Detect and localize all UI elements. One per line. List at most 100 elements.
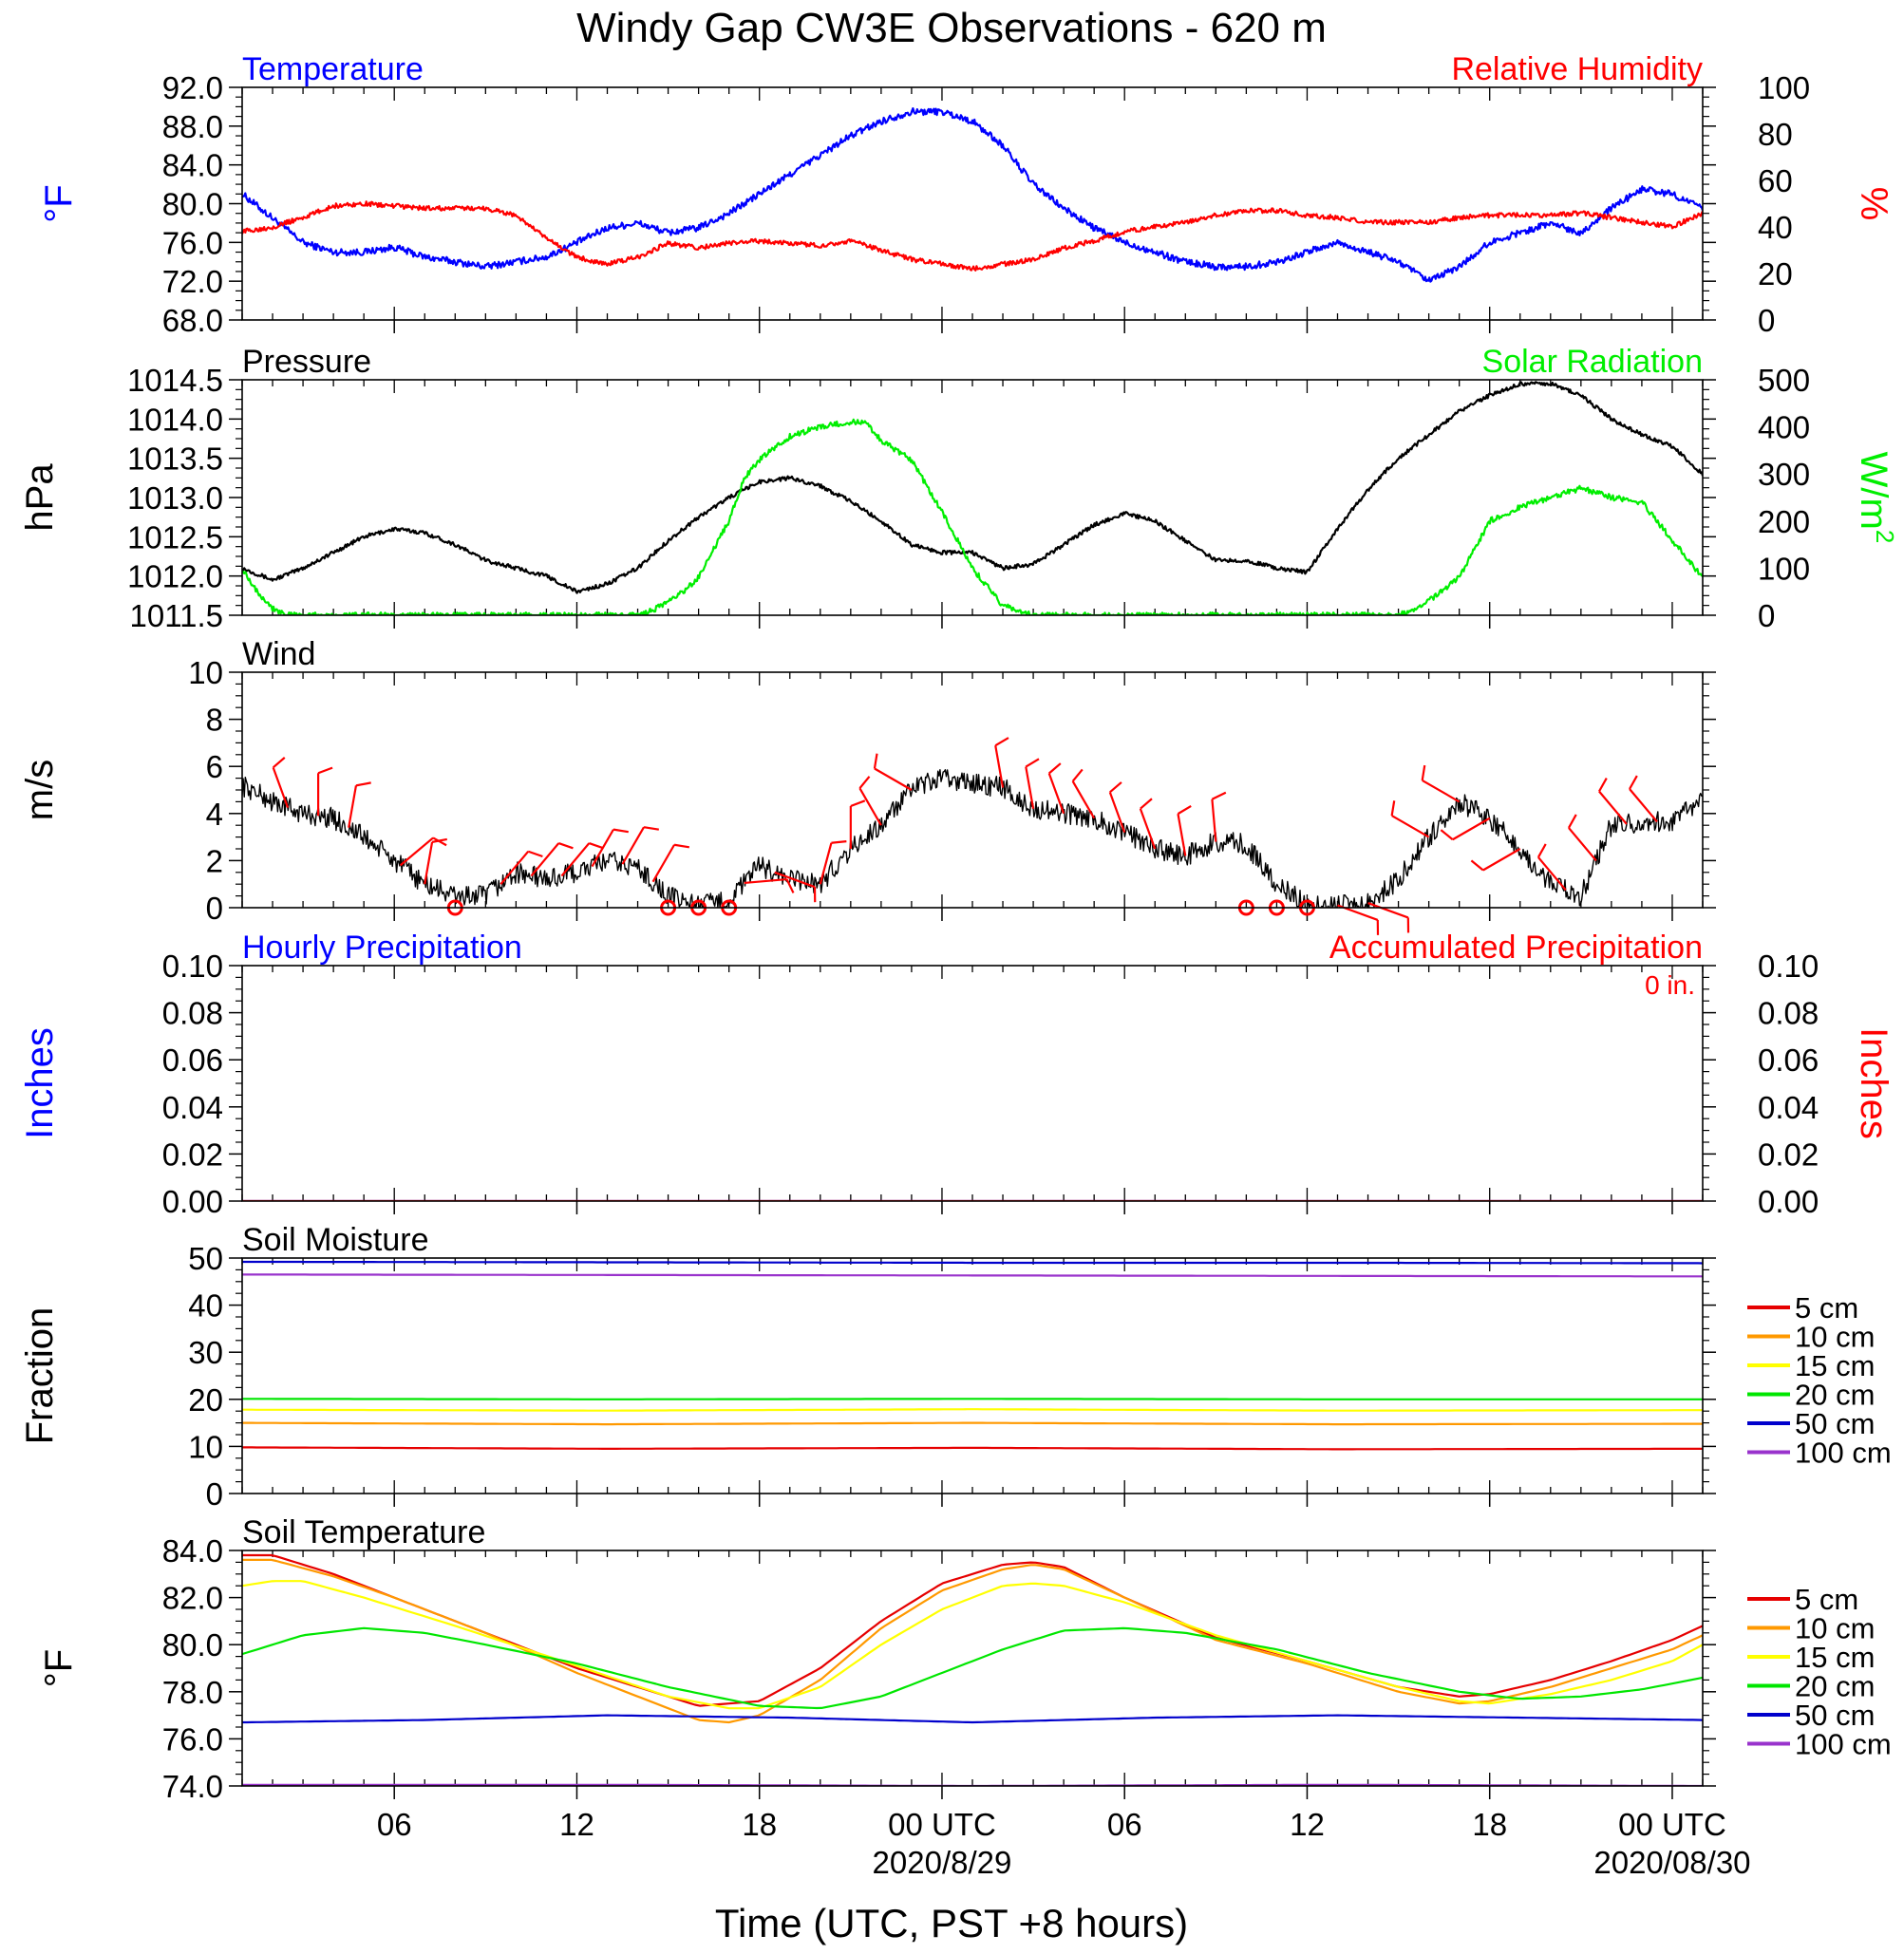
wind-barb: [317, 766, 333, 817]
figure-title: Windy Gap CW3E Observations - 620 m: [576, 5, 1327, 51]
wind-barb: [560, 842, 604, 877]
wind-barb-staff: [1047, 773, 1065, 815]
wind-barb-staff: [348, 785, 358, 828]
y-tick-label-right: 200: [1758, 504, 1810, 539]
wind-barb: [424, 837, 447, 885]
series-line-100-cm: [242, 1783, 1703, 1786]
wind-barb-staff: [1452, 817, 1491, 841]
y-tick-label-left: 80.0: [162, 1627, 223, 1663]
series-line-20-cm: [242, 1626, 1703, 1710]
wind-barb: [500, 850, 543, 885]
y-axis-label-left: °F: [38, 1649, 80, 1687]
panel-title-left: Soil Temperature: [242, 1514, 485, 1550]
panel-soil_temp: 84.0 82.0 80.0 78.0 76.0 74.0 Soil Temperature…: [38, 1514, 1892, 1880]
y-tick-label-right: 100: [1758, 551, 1810, 586]
series-line-10-cm: [242, 1421, 1703, 1426]
series-line-pressure: [242, 381, 1703, 594]
wind-barb: [1536, 843, 1567, 892]
x-tick-date-label: 2020/08/30: [1593, 1845, 1750, 1880]
wind-barb-staff: [1139, 808, 1157, 850]
wind-barb: [348, 781, 371, 828]
y-tick-label-left: 6: [206, 749, 223, 784]
legend-label: 50 cm: [1795, 1407, 1875, 1440]
y-tick-label-right: 0.10: [1758, 949, 1819, 984]
wind-barb-staff: [1598, 790, 1628, 825]
y-tick-label-left: 72.0: [162, 264, 223, 299]
y-tick-label-right: 100: [1758, 70, 1810, 105]
plot-frame: [241, 86, 1704, 321]
wind-barb: [1390, 800, 1430, 838]
plot-area: [242, 1553, 1703, 1786]
wind-barb-staff: [1482, 848, 1521, 872]
wind-barb: [1071, 768, 1096, 819]
y-tick-label-left: 10: [188, 1429, 223, 1464]
y-tick-label-right: 60: [1758, 163, 1793, 198]
wind-barb: [1025, 758, 1040, 810]
y-tick-label-left: 0.06: [162, 1043, 223, 1078]
wind-barb-flag: [643, 826, 659, 831]
wind-barb-flag: [1025, 758, 1040, 768]
plot-frame: [241, 671, 1704, 909]
wind-barb-flag: [355, 781, 371, 787]
wind-barb-staff: [874, 767, 913, 791]
wind-barb: [1047, 762, 1065, 815]
y-tick-label-left: 0: [206, 891, 223, 926]
panel-title-right: Relative Humidity: [1451, 51, 1703, 87]
panel-title-left: Pressure: [242, 344, 371, 380]
wind-barb-staff: [774, 871, 816, 889]
wind-barb-staff: [1071, 780, 1096, 819]
wind-barb: [621, 826, 659, 865]
wind-barb-flag: [589, 842, 604, 850]
plot-frame: [241, 379, 1704, 616]
y-axis-label-left: hPa: [19, 463, 61, 532]
wind-barb-staff: [1422, 779, 1461, 803]
y-axis-label-right: Inches: [1853, 1027, 1895, 1139]
legend-label: 50 cm: [1795, 1699, 1875, 1732]
wind-barb-staff: [744, 877, 787, 885]
series-line-15-cm: [242, 1580, 1703, 1710]
legend-label: 20 cm: [1795, 1379, 1875, 1412]
y-axis-label-left: °F: [38, 184, 80, 222]
y-tick-label-right: 0: [1758, 598, 1775, 633]
x-tick-label: 18: [1472, 1807, 1507, 1842]
y-tick-label-left: 1014.5: [127, 363, 223, 398]
series-line-50-cm: [242, 1714, 1703, 1724]
wind-barb: [774, 871, 817, 903]
plot-frame: [241, 965, 1704, 1202]
plot-frame: [241, 1550, 1704, 1787]
series-line-5-cm: [242, 1553, 1703, 1707]
plot-frame: [241, 1257, 1704, 1494]
x-tick-label: 12: [1290, 1807, 1325, 1842]
wind-barb: [591, 828, 629, 868]
x-tick-label: 18: [742, 1807, 777, 1842]
y-tick-label-left: 0.00: [162, 1184, 223, 1219]
series-line-15-cm: [242, 1408, 1703, 1412]
wind-barb: [399, 836, 447, 867]
wind-barb-staff: [651, 844, 676, 883]
y-tick-label-right: 80: [1758, 117, 1793, 152]
wind-barb-flag: [1211, 791, 1227, 800]
wind-barb: [1211, 791, 1227, 842]
wind-barb-flag: [1390, 800, 1396, 817]
panel-title-right: Solar Radiation: [1482, 344, 1703, 380]
y-tick-label-right: 400: [1758, 410, 1810, 445]
panel-title-left: Temperature: [242, 51, 424, 87]
panel-precip: 0.10 0.08 0.06 0.04 0.02 0.00 0.10 0.08 0.06 0.04…: [19, 930, 1895, 1219]
legend-label: 5 cm: [1795, 1291, 1858, 1325]
wind-barb-flag: [873, 753, 878, 769]
y-tick-label-left: 74.0: [162, 1769, 223, 1804]
wind-barb-flag: [1140, 798, 1153, 810]
x-tick-label: 00 UTC: [1618, 1807, 1726, 1842]
wind-barb: [873, 753, 913, 791]
y-tick-label-left: 1012.5: [127, 519, 223, 554]
y-tick-label-left: 40: [188, 1288, 223, 1324]
x-tick-label: 06: [377, 1807, 412, 1842]
x-tick-label: 12: [559, 1807, 594, 1842]
panel-title-right: Accumulated Precipitation: [1329, 930, 1703, 966]
wind-barb-flag: [1598, 777, 1608, 793]
wind-barb-flag: [1048, 762, 1062, 775]
wind-barb: [1139, 798, 1157, 850]
panel-wind: 10 8 6 4 2 0 Wind m/s: [19, 636, 1716, 935]
y-tick-label-left: 4: [206, 797, 223, 832]
wind-barb: [1440, 817, 1491, 841]
